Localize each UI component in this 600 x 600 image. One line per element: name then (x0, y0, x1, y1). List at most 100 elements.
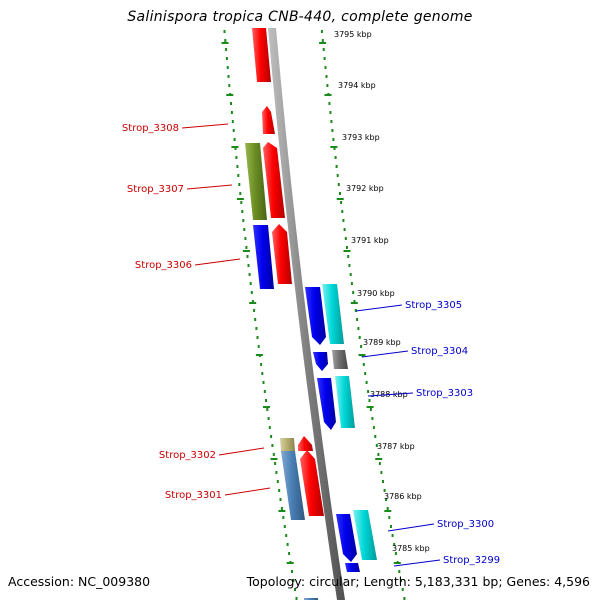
strand-dot (333, 147, 336, 150)
gene-box-cyan-3303 (335, 376, 355, 428)
strand-dot (380, 471, 383, 474)
strand-dot (267, 417, 270, 420)
gene-box-gray-3304 (332, 350, 348, 369)
strand-tick (263, 406, 270, 408)
strand-dot (393, 543, 396, 546)
strand-dot (343, 228, 346, 231)
strand-dot (337, 183, 340, 186)
kbp-tick-label: 3793 kbp (342, 133, 380, 142)
strand-dot (324, 66, 327, 69)
strand-dot (225, 48, 228, 51)
kbp-tick-label: 3787 kbp (377, 442, 415, 451)
strand-dot (282, 516, 285, 519)
strand-dot (274, 462, 277, 465)
strand-dot (233, 138, 236, 141)
strand-dot (262, 381, 265, 384)
strand-tick (231, 146, 239, 148)
strand-dot (294, 588, 296, 591)
strand-dot (362, 363, 365, 366)
strand-dot (400, 579, 402, 582)
strand-dot (268, 426, 271, 429)
strand-dot (360, 345, 363, 348)
strand-dot (285, 534, 288, 537)
strand-dot (332, 138, 335, 141)
topology-text: Topology: circular; Length: 5,183,331 bp… (246, 574, 590, 589)
strand-dot (340, 201, 343, 204)
gene-arrow-red-3302 (298, 436, 313, 451)
strand-dot (230, 102, 232, 105)
strand-dot (365, 381, 368, 384)
strand-dot (378, 462, 381, 465)
gene-label: Strop_3300 (437, 519, 494, 530)
gene-arrow-red-top (252, 28, 271, 82)
kbp-tick-label: 3789 kbp (363, 338, 401, 347)
strand-dot (322, 48, 325, 51)
strand-dot (266, 408, 269, 411)
strand-dot (336, 174, 339, 177)
gene-arrow-blue-3303 (317, 378, 336, 430)
strand-dot (235, 156, 238, 159)
strand-dot (331, 129, 334, 132)
strand-tick (278, 510, 286, 512)
strand-dot (356, 318, 359, 321)
strand-dot (245, 246, 248, 249)
strand-tick (236, 198, 244, 200)
kbp-tick-label: 3790 kbp (357, 289, 395, 298)
gene-label: Strop_3303 (416, 388, 473, 399)
strand-dot (257, 345, 260, 348)
strand-dot (371, 417, 374, 420)
strand-dot (232, 129, 235, 132)
strand-dot (364, 372, 367, 375)
gene-arrow-red (263, 142, 285, 218)
strand-tick (255, 354, 263, 356)
strand-dot (227, 75, 230, 78)
strand-dot (342, 219, 345, 222)
gene-arrow-red-3308 (262, 106, 275, 134)
gene-arrow-blue-3305 (305, 287, 326, 345)
strand-dot (250, 291, 253, 294)
strand-dot (354, 309, 357, 312)
strand-dot (390, 525, 392, 528)
kbp-tick-label: 3786 kbp (384, 492, 422, 501)
strand-dot (339, 192, 341, 195)
strand-dot (334, 156, 337, 159)
strand-tick (226, 94, 234, 96)
kbp-ticks: 3795 kbp 3794 kbp 3793 kbp 3792 kbp 3791… (334, 30, 430, 553)
map-title: Salinispora tropica CNB-440, complete ge… (127, 9, 473, 25)
strand-lines (221, 30, 406, 600)
kbp-tick-label: 3785 kbp (392, 544, 430, 553)
strand-dot (261, 372, 264, 375)
strand-dot (237, 174, 240, 177)
strand-dot (255, 327, 258, 330)
gene-box-khaki-3302 (280, 438, 295, 451)
strand-dot (403, 597, 406, 600)
strand-dot (329, 111, 332, 114)
strand-dot (278, 489, 281, 492)
strand-dot (374, 435, 377, 438)
strand-dot (244, 237, 247, 240)
strand-dot (341, 210, 344, 213)
strand-dot (330, 120, 333, 123)
strand-tick (242, 250, 250, 252)
strand-tick (393, 562, 401, 564)
strand-dot (353, 300, 356, 303)
strand-tick (270, 458, 278, 460)
gene-box-olive-3307 (245, 143, 267, 220)
strand-dot (367, 390, 370, 393)
strand-dot (270, 435, 273, 438)
strand-tick (384, 510, 392, 512)
strand-dot (279, 498, 282, 501)
right-label-leaders (355, 304, 441, 567)
gene-label: Strop_3308 (122, 123, 179, 134)
strand-tick (319, 42, 327, 44)
gene-box-cyan-3305 (322, 284, 344, 344)
strand-dot (234, 147, 237, 150)
strand-tick (286, 562, 294, 564)
strand-dot (385, 498, 388, 501)
strand-dot (230, 111, 233, 114)
strand-dot (292, 579, 295, 582)
strand-dot (280, 507, 283, 510)
strand-dot (350, 282, 353, 285)
strand-dot (344, 237, 347, 240)
